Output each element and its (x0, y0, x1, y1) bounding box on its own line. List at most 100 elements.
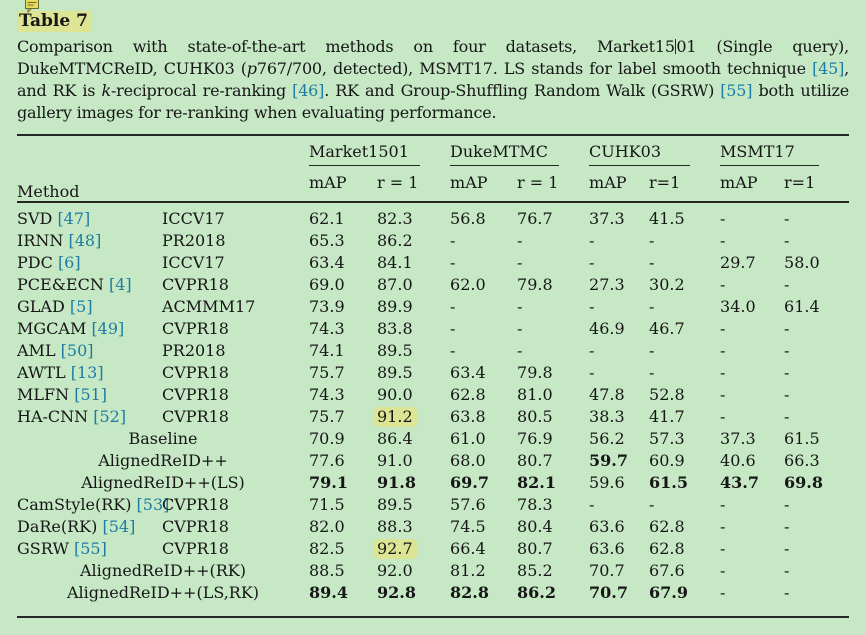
caption-text: -reciprocal re-ranking (110, 81, 293, 100)
citation-link[interactable]: [52] (93, 406, 127, 426)
citation-link[interactable]: [4] (108, 274, 132, 294)
value-cell: 82.0 (309, 515, 377, 537)
value-cell: - (450, 295, 517, 317)
metric-value: 74.5 (450, 516, 486, 536)
metric-value: 83.8 (377, 318, 413, 338)
table-row: SVD [47] ICCV17 62.1 82.3 56.8 76.7 37.3 41.5- - (17, 202, 849, 229)
method-name: SVD (17, 208, 53, 228)
metric-value: - (784, 274, 790, 294)
value-cell: 89.9 (377, 295, 450, 317)
value-cell: 41.5 (649, 202, 720, 229)
value-cell: - (589, 295, 649, 317)
value-cell: 76.7 (517, 202, 589, 229)
metric-value: 92.8 (377, 582, 416, 602)
citation-link[interactable]: [47] (57, 208, 91, 228)
citation-link[interactable]: [13] (70, 362, 104, 382)
table-row: GLAD [5] ACMMM17 73.9 89.9- - - -34.0 61.4 (17, 295, 849, 317)
value-cell: - (589, 229, 649, 251)
value-cell: 69.8 (784, 471, 849, 493)
value-cell: - (720, 317, 784, 339)
value-cell: 63.8 (450, 405, 517, 427)
citation-link[interactable]: [5] (69, 296, 93, 316)
metric-value: 86.2 (517, 582, 556, 602)
table-row: PDC [6] ICCV17 63.4 84.1- - - -29.7 58.0 (17, 251, 849, 273)
method-cell: SVD [47] (17, 202, 162, 229)
method-cell: MGCAM [49] (17, 317, 162, 339)
method-cell: Baseline (128, 428, 198, 448)
metric-value: 88.5 (309, 560, 345, 580)
value-cell: 80.4 (517, 515, 589, 537)
value-cell: 67.9 (649, 581, 721, 618)
venue-cell: CVPR18 (162, 318, 229, 338)
metric-header: mAP (309, 166, 377, 203)
citation-link[interactable]: [46] (292, 81, 325, 100)
venue-cell: CVPR18 (162, 384, 229, 404)
method-cell: PDC [6] (17, 251, 162, 273)
value-cell: 29.7 (720, 251, 784, 273)
comment-icon[interactable] (25, 0, 41, 14)
value-cell: 63.6 (589, 515, 649, 537)
metric-value: 75.7 (309, 406, 345, 426)
metric-value: - (517, 230, 523, 250)
metric-value: - (649, 230, 655, 250)
value-cell: 66.4 (450, 537, 517, 559)
value-cell: 59.6 (589, 471, 649, 493)
value-cell: 74.3 (309, 383, 377, 405)
method-cell: DaRe(RK) [54] (17, 515, 162, 537)
venue-cell: CVPR18 (162, 538, 229, 558)
citation-link[interactable]: [53] (136, 494, 170, 514)
metric-value: 79.1 (309, 472, 348, 492)
citation-link[interactable]: [51] (74, 384, 108, 404)
table-row: AlignedReID++(LS,RK) 89.4 92.8 82.8 86.2 70.7… (17, 581, 850, 618)
method-cell: MLFN [51] (17, 383, 162, 405)
metric-value: 63.4 (309, 252, 345, 272)
value-cell: 88.3 (377, 515, 450, 537)
citation-link[interactable]: [55] (73, 538, 107, 558)
citation-link[interactable]: [54] (102, 516, 136, 536)
citation-link[interactable]: [6] (57, 252, 81, 272)
metric-value: 68.0 (450, 450, 486, 470)
value-cell: 79.8 (517, 361, 589, 383)
metric-value: 89.9 (377, 296, 413, 316)
value-cell: 78.3 (517, 493, 589, 515)
value-cell: 70.7 (589, 581, 650, 618)
method-name: GSRW (17, 538, 69, 558)
caption-text: Comparison with state-of-the-art methods… (17, 37, 675, 56)
method-name: MLFN (17, 384, 70, 404)
value-cell: 92.0 (377, 559, 450, 581)
venue-cell: PR2018 (162, 340, 226, 360)
value-cell: 56.2 (589, 427, 649, 449)
metric-value: - (720, 406, 726, 426)
method-cell: GSRW [55] (17, 537, 162, 559)
metric-value: 77.6 (309, 450, 345, 470)
value-cell: 59.7 (589, 449, 649, 471)
method-name: AWTL (17, 362, 66, 382)
metric-value: 89.5 (377, 362, 413, 382)
metric-value: 89.5 (377, 340, 413, 360)
header-row-datasets: Method Market1501 DukeMTMC CUHK03 MSMT17 (17, 134, 850, 203)
method-cell: PCE&ECN [4] (17, 273, 162, 295)
metric-value: 86.2 (377, 230, 413, 250)
citation-link[interactable]: [48] (68, 230, 102, 250)
citation-link[interactable]: [55] (720, 81, 753, 100)
table-row: IRNN [48] PR2018 65.3 86.2- - - - - - (17, 229, 849, 251)
citation-link[interactable]: [50] (60, 340, 94, 360)
metric-value: - (784, 362, 790, 382)
metric-value: 37.3 (589, 208, 625, 228)
metric-value: 82.0 (309, 516, 345, 536)
metric-value: 89.4 (309, 582, 348, 602)
citation-link[interactable]: [45] (812, 59, 845, 78)
metric-value: 80.5 (517, 406, 553, 426)
metric-value: 65.3 (309, 230, 345, 250)
table-row: AWTL [13] CVPR18 75.7 89.5 63.4 79.8- - - - (17, 361, 849, 383)
value-cell: 69.7 (450, 471, 517, 493)
value-cell: - (784, 229, 849, 251)
table-row: CamStyle(RK) [53] CVPR18 71.5 89.5 57.6 78.3 -… (17, 493, 849, 515)
table-row: Baseline 70.9 86.4 61.0 76.9 56.2 57.3 37.3 61.5 (17, 427, 849, 449)
value-cell: 30.2 (649, 273, 720, 295)
dataset-group-header: MSMT17 (720, 134, 850, 166)
metric-value: - (720, 560, 726, 580)
metric-value: - (649, 362, 655, 382)
citation-link[interactable]: [49] (91, 318, 125, 338)
venue-cell: CVPR18 (162, 406, 229, 426)
